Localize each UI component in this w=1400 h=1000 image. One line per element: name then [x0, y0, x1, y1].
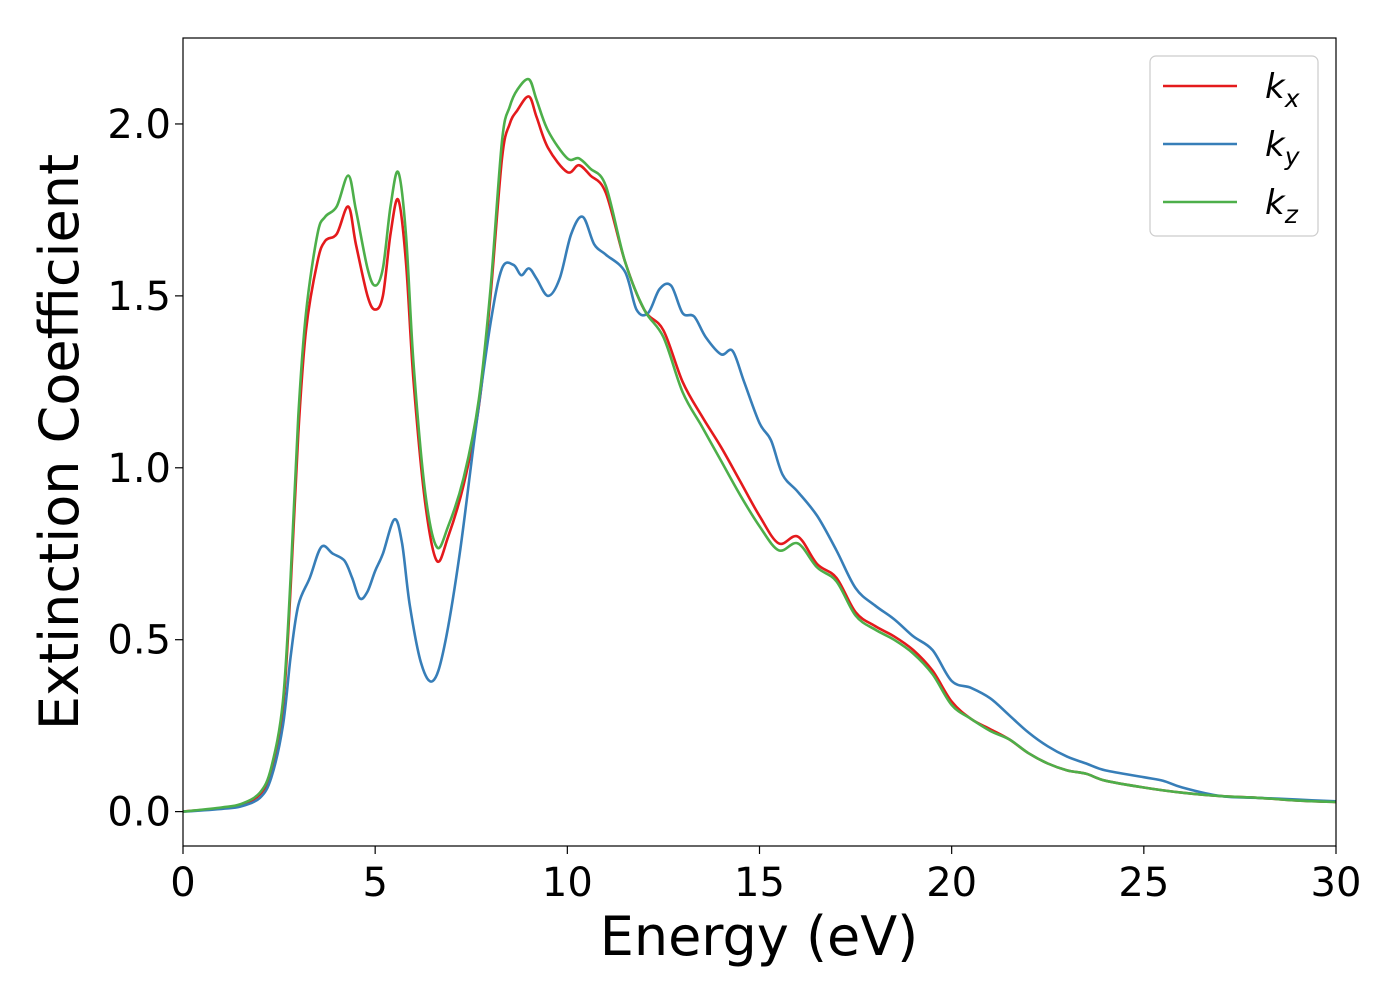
- y-tick-label: 1.5: [107, 274, 171, 320]
- x-axis-title: Energy (eV): [600, 905, 919, 968]
- legend: kx ky kz: [1149, 55, 1319, 237]
- x-axis: 0 5 10 15 20 25 30: [170, 846, 1361, 906]
- y-axis-title: Extinction Coefficient: [28, 154, 91, 730]
- y-tick-label: 0.5: [107, 618, 171, 664]
- x-tick-label: 0: [170, 860, 195, 906]
- y-tick-label: 1.0: [107, 446, 171, 492]
- x-tick-label: 15: [734, 860, 785, 906]
- legend-label-k_z: kz: [1265, 183, 1299, 229]
- plot-lines: [183, 77, 1336, 813]
- x-tick-label: 25: [1118, 860, 1169, 906]
- legend-box: [1149, 55, 1319, 237]
- x-tick-label: 20: [926, 860, 977, 906]
- series-line-k_x: [183, 95, 1336, 813]
- y-axis: 0.0 0.5 1.0 1.5 2.0: [107, 102, 183, 836]
- x-tick-label: 10: [542, 860, 593, 906]
- series-line-k_z: [183, 77, 1336, 813]
- legend-label-k_x: kx: [1265, 67, 1300, 113]
- series-line-k_y: [183, 215, 1336, 813]
- y-tick-label: 2.0: [107, 102, 171, 148]
- y-tick-label: 0.0: [107, 790, 171, 836]
- legend-label-k_y: ky: [1265, 125, 1301, 171]
- x-tick-label: 5: [362, 860, 387, 906]
- x-tick-label: 30: [1311, 860, 1362, 906]
